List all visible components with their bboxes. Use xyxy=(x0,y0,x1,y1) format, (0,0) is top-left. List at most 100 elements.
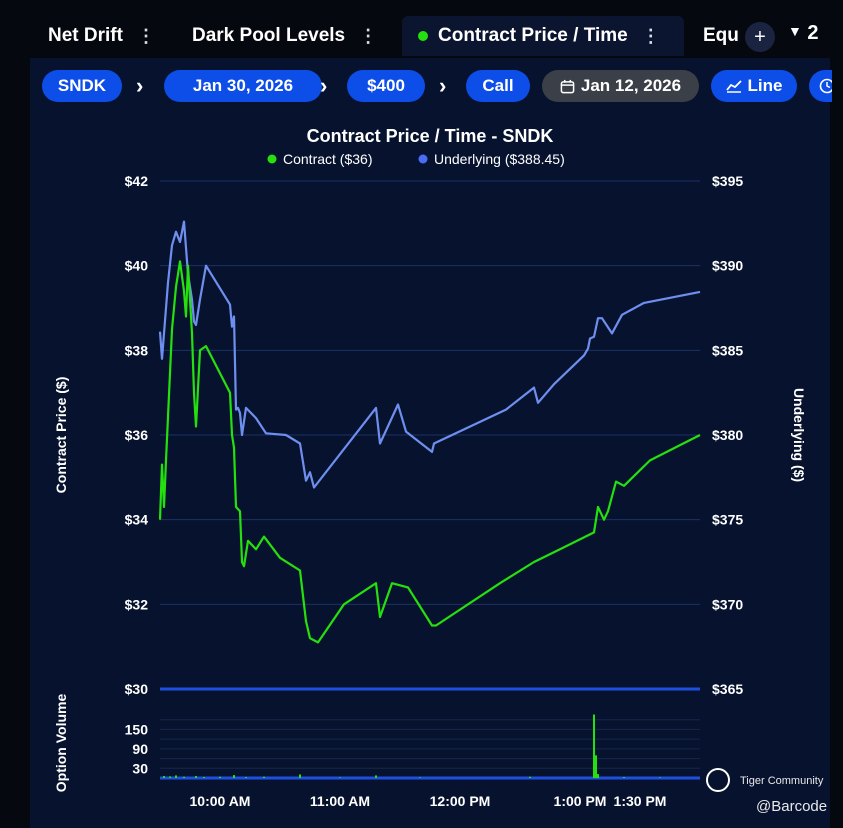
x-tick-label: 1:00 PM xyxy=(554,793,607,809)
view-pill[interactable]: Line xyxy=(711,70,797,102)
y-right-tick-label: $385 xyxy=(712,342,743,358)
breadcrumb: SNDK › Jan 30, 2026 › $400 › Call Jan 12… xyxy=(42,70,832,102)
volume-tick-label: 150 xyxy=(125,721,149,737)
volume-bar xyxy=(233,775,235,778)
y-left-tick-label: $30 xyxy=(125,681,149,697)
y-left-tick-label: $38 xyxy=(125,342,149,358)
legend-contract[interactable]: Contract ($36) xyxy=(283,151,372,167)
caret-down-icon: ▼ xyxy=(788,23,802,39)
strike-label: $400 xyxy=(367,76,405,95)
type-label: Call xyxy=(482,76,514,95)
y-left-tick-label: $42 xyxy=(125,173,149,189)
x-tick-label: 11:00 AM xyxy=(310,793,370,809)
y-left-tick-label: $36 xyxy=(125,427,149,443)
ticker-label: SNDK xyxy=(57,76,107,95)
volume-bar xyxy=(175,775,177,778)
tab-net-drift[interactable]: Net Drift ⋮ xyxy=(48,16,155,56)
calendar-icon xyxy=(560,79,575,93)
date-label: Jan 12, 2026 xyxy=(580,76,682,95)
volume-layer xyxy=(160,714,700,780)
y-left-tick-label: $40 xyxy=(125,258,149,274)
y-axis-right-label: Underlying ($) xyxy=(791,388,807,482)
ticker-pill[interactable]: SNDK xyxy=(42,70,122,102)
tab-bar: Net Drift ⋮ Dark Pool Levels ⋮ Contract … xyxy=(0,0,843,58)
volume-bar xyxy=(183,776,185,778)
legend: Contract ($36) Underlying ($388.45) xyxy=(267,151,565,167)
date-pill[interactable]: Jan 12, 2026 xyxy=(542,70,699,102)
tab-label: Contract Price / Time xyxy=(438,25,628,46)
volume-tick-label: 90 xyxy=(132,741,148,757)
legend-contract-swatch xyxy=(267,154,277,164)
volume-bar xyxy=(339,777,341,778)
tab-menu-icon[interactable]: ⋮ xyxy=(359,25,378,46)
volume-tick-label: 30 xyxy=(132,760,148,776)
volume-bar xyxy=(245,777,247,778)
line-chart-icon xyxy=(725,80,742,93)
view-label: Line xyxy=(747,76,783,95)
series-layer xyxy=(158,220,701,691)
plus-icon: + xyxy=(754,25,766,48)
tab-overflow-button[interactable]: ▼ 2 xyxy=(788,22,819,45)
y-right-tick-label: $395 xyxy=(712,173,743,189)
volume-bar xyxy=(299,774,301,778)
volume-bar xyxy=(529,776,531,778)
expiry-pill[interactable]: Jan 30, 2026 xyxy=(164,70,322,102)
chevron-right-icon: › xyxy=(136,73,144,98)
clock-icon xyxy=(819,78,832,94)
expiry-label: Jan 30, 2026 xyxy=(192,76,294,95)
volume-bar xyxy=(419,777,421,778)
y-right-tick-label: $375 xyxy=(712,512,743,528)
y-right-tick-label: $380 xyxy=(712,427,743,443)
legend-underlying[interactable]: Underlying ($388.45) xyxy=(434,151,565,167)
tiger-logo-icon xyxy=(706,768,730,792)
volume-bar xyxy=(169,776,171,778)
y-right-tick-label: $365 xyxy=(712,681,743,697)
y-left-tick-label: $32 xyxy=(125,596,149,612)
type-pill[interactable]: Call xyxy=(466,70,530,102)
volume-bar xyxy=(597,774,599,778)
x-tick-label: 12:00 PM xyxy=(430,793,491,809)
underlying-series-line xyxy=(158,220,701,489)
grid xyxy=(160,180,700,769)
volume-bar xyxy=(219,776,221,778)
chart-panel xyxy=(30,58,830,828)
x-tick-label: 10:00 AM xyxy=(190,793,251,809)
active-dot-icon xyxy=(418,31,428,41)
tab-dark-pool-levels[interactable]: Dark Pool Levels ⋮ xyxy=(192,16,377,56)
y-axis-left-label: Contract Price ($) xyxy=(53,377,69,494)
x-tick-label: 1:30 PM xyxy=(614,793,667,809)
watermark-name: Tiger Community xyxy=(740,775,824,787)
tab-menu-icon[interactable]: ⋮ xyxy=(136,25,155,46)
y-left-tick-label: $34 xyxy=(125,512,149,528)
chart-title: Contract Price / Time - SNDK xyxy=(307,126,554,146)
tab-label: Dark Pool Levels xyxy=(192,25,346,46)
tab-contract-price-time[interactable]: Contract Price / Time ⋮ xyxy=(402,16,684,56)
volume-bar xyxy=(195,776,197,778)
tab-overflow-count: 2 xyxy=(807,22,819,44)
contract-series-line xyxy=(158,260,701,644)
tab-equ[interactable]: Equ xyxy=(703,16,739,56)
volume-axis-label: Option Volume xyxy=(53,694,69,793)
watermark-handle: @Barcode xyxy=(756,798,828,815)
volume-bar xyxy=(163,776,165,778)
volume-bar xyxy=(623,777,625,778)
volume-bar xyxy=(659,777,661,778)
strike-pill[interactable]: $400 xyxy=(347,70,425,102)
axis-ticks: $42 $40 $38 $36 $34 $32 $30 $395 $390 $385 $380 $37… xyxy=(125,173,744,809)
volume-bar xyxy=(595,755,597,778)
time-range-pill[interactable] xyxy=(809,70,832,102)
tab-label: Equ xyxy=(703,25,739,46)
tab-menu-icon[interactable]: ⋮ xyxy=(641,25,660,46)
tab-label: Net Drift xyxy=(48,25,123,46)
legend-underlying-swatch xyxy=(418,154,428,164)
volume-bar xyxy=(263,776,265,778)
add-tab-button[interactable]: + xyxy=(745,22,775,52)
y-right-tick-label: $390 xyxy=(712,258,743,274)
chevron-right-icon: › xyxy=(320,73,328,98)
volume-bar xyxy=(375,775,377,778)
volume-bar xyxy=(593,714,595,778)
volume-bar xyxy=(203,777,205,778)
y-right-tick-label: $370 xyxy=(712,596,743,612)
chevron-right-icon: › xyxy=(439,73,447,98)
